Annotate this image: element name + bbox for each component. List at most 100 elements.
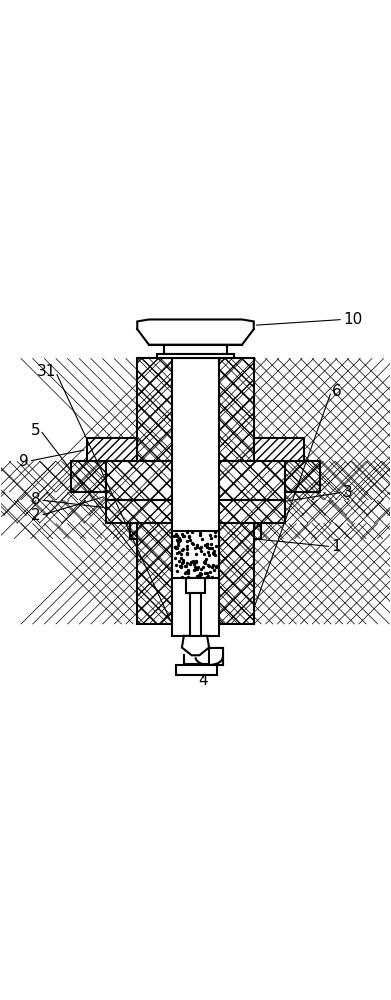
Bar [157, 354, 234, 358]
Text: 3: 3 [343, 485, 353, 500]
Point [206, 527, 213, 543]
Point [194, 568, 201, 584]
Point [190, 536, 196, 552]
Point [174, 540, 181, 556]
Bar [137, 523, 254, 624]
Point [194, 539, 201, 555]
Point [173, 526, 179, 542]
Point [202, 565, 208, 581]
Point [208, 536, 215, 552]
Point [184, 545, 190, 561]
Point [176, 544, 182, 560]
Point [175, 537, 181, 553]
Point [202, 555, 208, 571]
Bar [110, 492, 281, 516]
Point [203, 539, 210, 555]
Point [174, 563, 180, 579]
Point [177, 558, 183, 574]
Point [204, 569, 210, 585]
Text: 4: 4 [199, 673, 208, 688]
Point [210, 557, 216, 573]
Point [198, 539, 204, 555]
Text: 31: 31 [36, 364, 56, 379]
Point [174, 532, 180, 548]
Bar [209, 648, 223, 665]
Point [181, 528, 187, 544]
Point [209, 569, 215, 585]
Point [204, 536, 210, 552]
Point [183, 533, 190, 549]
Bar [106, 500, 285, 523]
Point [200, 559, 206, 575]
Point [185, 565, 191, 581]
Point [179, 569, 185, 585]
Point [176, 553, 183, 569]
Point [183, 558, 189, 574]
Point [204, 565, 210, 581]
Point [204, 568, 211, 584]
Point [198, 561, 204, 577]
Point [197, 525, 203, 541]
Point [183, 564, 189, 580]
Bar [190, 593, 201, 636]
Point [195, 559, 201, 575]
Point [192, 540, 198, 556]
Point [212, 559, 219, 575]
Point [185, 562, 192, 578]
Point [209, 559, 215, 575]
Point [184, 541, 190, 557]
Point [201, 546, 208, 562]
Point [199, 531, 206, 547]
Point [179, 541, 186, 557]
Point [179, 555, 185, 571]
Point [192, 559, 198, 575]
Point [177, 532, 183, 548]
Point [178, 558, 185, 574]
Polygon shape [137, 319, 254, 345]
Point [183, 524, 190, 540]
Point [173, 557, 179, 573]
Bar [165, 345, 226, 354]
Point [178, 546, 184, 562]
Point [197, 540, 203, 556]
Point [179, 526, 185, 542]
Point [208, 540, 214, 556]
Point [186, 529, 192, 545]
Point [172, 540, 179, 556]
Point [172, 539, 179, 555]
Point [210, 562, 217, 578]
Point [193, 553, 199, 569]
Text: 8: 8 [30, 492, 40, 508]
Point [176, 530, 182, 546]
Point [188, 554, 194, 570]
Bar [129, 500, 262, 539]
Point [212, 528, 218, 544]
Point [196, 567, 203, 583]
Point [180, 554, 187, 570]
Point [206, 564, 213, 580]
Point [212, 538, 219, 554]
Point [190, 553, 196, 569]
Point [174, 528, 180, 544]
Point [194, 561, 200, 577]
Point [182, 558, 188, 574]
Point [187, 532, 193, 548]
Point [198, 543, 204, 559]
Point [172, 539, 178, 555]
Point [203, 551, 210, 567]
Point [171, 528, 178, 544]
Point [191, 562, 197, 578]
Point [187, 556, 193, 572]
Point [190, 556, 197, 572]
Bar [172, 531, 219, 578]
Point [212, 524, 219, 540]
Point [174, 528, 180, 544]
Point [176, 533, 182, 549]
Point [182, 565, 188, 581]
Point [197, 565, 203, 581]
Point [213, 558, 219, 574]
Point [174, 545, 181, 561]
Point [185, 563, 191, 579]
Bar [87, 438, 137, 461]
Point [183, 546, 190, 562]
